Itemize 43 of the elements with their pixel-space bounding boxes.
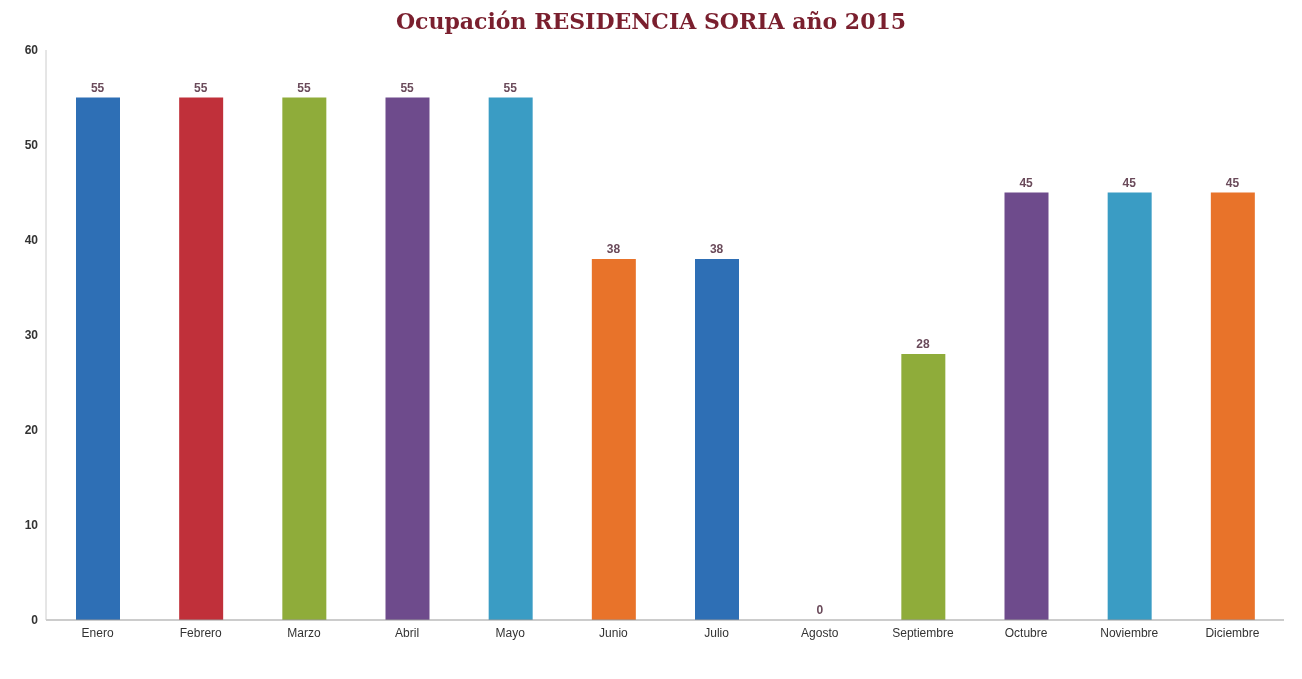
x-tick-label: Junio (599, 625, 629, 640)
bar (1004, 192, 1049, 620)
x-tick-label: Agosto (801, 625, 839, 640)
x-tick-label: Octubre (1004, 625, 1048, 640)
bar (1107, 192, 1152, 620)
data-label: 55 (194, 80, 208, 95)
x-tick-label: Mayo (495, 625, 526, 640)
x-tick-label: Febrero (179, 625, 223, 640)
bar (282, 97, 327, 620)
x-tick-label: Diciembre (1205, 625, 1260, 640)
x-tick-label: Abril (395, 625, 420, 640)
data-label: 55 (400, 80, 415, 95)
x-tick-label: Septiembre (892, 625, 954, 640)
x-tick-label: Marzo (287, 625, 321, 640)
data-label: 55 (90, 80, 105, 95)
bar (179, 97, 224, 620)
data-label: 45 (1122, 175, 1137, 190)
x-tick-label: Julio (704, 625, 730, 640)
y-tick-label: 20 (24, 423, 39, 438)
y-tick-label: 30 (24, 328, 39, 343)
x-tick-label: Enero (81, 625, 114, 640)
y-tick-label: 50 (24, 138, 39, 153)
bar (385, 97, 430, 620)
data-label: 55 (297, 80, 311, 95)
bar (901, 354, 946, 620)
x-tick-label: Noviembre (1100, 625, 1159, 640)
bar (591, 259, 636, 620)
bar (1210, 192, 1255, 620)
y-tick-label: 10 (24, 518, 39, 533)
data-label: 28 (916, 337, 930, 351)
y-tick-label: 0 (31, 613, 39, 628)
data-label: 38 (709, 242, 724, 256)
data-label: 0 (816, 603, 824, 617)
y-tick-label: 40 (24, 233, 39, 248)
data-label: 55 (503, 80, 518, 95)
bar (488, 97, 533, 620)
y-tick-label: 60 (24, 43, 39, 58)
data-label: 45 (1225, 175, 1240, 190)
data-label: 38 (606, 242, 621, 256)
data-label: 45 (1019, 175, 1034, 190)
chart-title: Ocupación RESIDENCIA SORIA año 2015 (394, 8, 908, 34)
bar (76, 97, 120, 620)
bar (695, 259, 739, 620)
